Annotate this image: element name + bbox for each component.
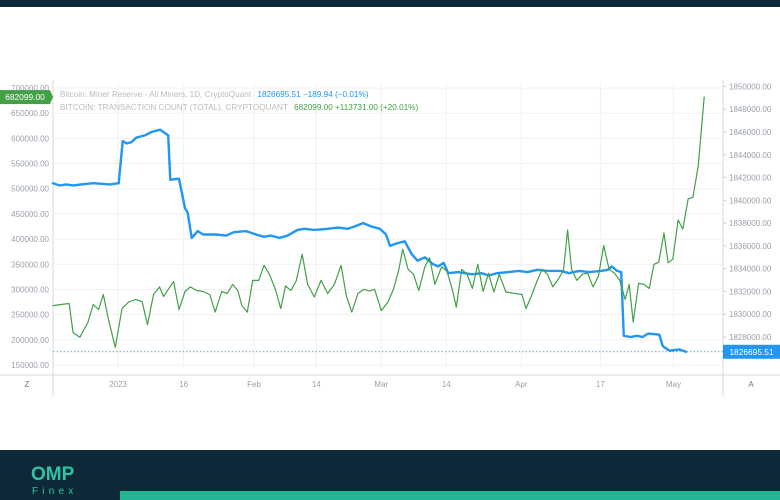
left-last-value-pointer bbox=[50, 90, 53, 105]
logo-sub-text: Finex bbox=[32, 486, 78, 497]
right-axis-tick-label: 1850000.00 bbox=[729, 82, 772, 91]
left-axis-tick-label: 350000.00 bbox=[11, 260, 49, 269]
chart-area[interactable]: 150000.00 200000.00 250000.00 300000.00 3500… bbox=[0, 80, 780, 396]
series-line-miner-reserve bbox=[51, 128, 688, 353]
x-axis-tick-label: Feb bbox=[247, 380, 261, 389]
right-axis-tick-label: 1832000.00 bbox=[729, 287, 772, 296]
right-axis-tick-label: 1846000.00 bbox=[729, 128, 772, 137]
corner-right-label: A bbox=[748, 380, 754, 389]
right-last-value-badge bbox=[723, 344, 780, 359]
legend-name-transaction-count: BITCOIN: TRANSACTION COUNT (TOTAL), CRYP… bbox=[60, 103, 288, 112]
x-axis-tick-label: Mar bbox=[374, 380, 388, 389]
left-axis-tick-label: 150000.00 bbox=[11, 361, 49, 370]
legend-row-transaction-count[interactable]: BITCOIN: TRANSACTION COUNT (TOTAL), CRYP… bbox=[60, 101, 418, 114]
x-axis-tick-label: 14 bbox=[442, 380, 451, 389]
corner-left-label: Z bbox=[25, 380, 30, 389]
left-axis-tick-label: 700000.00 bbox=[11, 84, 49, 93]
x-axis-tick-label: 14 bbox=[312, 380, 321, 389]
right-axis-tick-label: 1834000.00 bbox=[729, 265, 772, 274]
left-axis-tick-label: 450000.00 bbox=[11, 210, 49, 219]
right-axis-tick-label: 1830000.00 bbox=[729, 310, 772, 319]
left-axis-tick-label: 250000.00 bbox=[11, 311, 49, 320]
right-axis-tick-label: 1838000.00 bbox=[729, 219, 772, 228]
left-axis-tick-label: 400000.00 bbox=[11, 235, 49, 244]
legend-value-transaction-count: 682099.00 +113731.00 (+20.01%) bbox=[294, 103, 419, 112]
footer-accent-stripe bbox=[120, 491, 780, 500]
left-axis-tick-label: 500000.00 bbox=[11, 185, 49, 194]
legend: Bitcoin: Miner Reserve - All Miners, 1D,… bbox=[60, 88, 418, 114]
x-axis-tick-label: 16 bbox=[179, 380, 188, 389]
footer: OMP Finex bbox=[0, 450, 780, 500]
right-axis-tick-label: 1842000.00 bbox=[729, 174, 772, 183]
left-axis-tick-label: 550000.00 bbox=[11, 160, 49, 169]
right-axis-tick-label: 1836000.00 bbox=[729, 242, 772, 251]
right-axis-tick-label: 1840000.00 bbox=[729, 196, 772, 205]
x-axis-tick-label: 2023 bbox=[109, 380, 127, 389]
legend-value-miner-reserve: 1826695.51 −189.94 (−0.01%) bbox=[257, 90, 369, 99]
x-axis-tick-label: 17 bbox=[596, 380, 605, 389]
right-axis-tick-label: 1844000.00 bbox=[729, 151, 772, 160]
right-last-value-text: 1826695.51 bbox=[729, 347, 774, 357]
series-line-transaction-count bbox=[52, 96, 705, 348]
label-layer: 1826695.51 682099.00 bbox=[0, 90, 780, 359]
left-axis-tick-label: 650000.00 bbox=[11, 109, 49, 118]
logo-main-text: OMP bbox=[31, 464, 75, 485]
axis-layer: 150000.00 200000.00 250000.00 300000.00 3500… bbox=[0, 80, 780, 396]
logo[interactable]: OMP Finex bbox=[31, 464, 111, 498]
x-axis-tick-label: Apr bbox=[515, 380, 528, 389]
left-last-value-text: 682099.00 bbox=[5, 92, 45, 102]
top-bar bbox=[0, 0, 780, 7]
left-axis-tick-label: 600000.00 bbox=[11, 134, 49, 143]
left-axis-tick-label: 300000.00 bbox=[11, 285, 49, 294]
left-last-value-badge bbox=[0, 90, 50, 105]
right-axis-tick-label: 1848000.00 bbox=[729, 105, 772, 114]
right-axis-tick-label: 1828000.00 bbox=[729, 333, 772, 342]
chart-svg[interactable]: 150000.00 200000.00 250000.00 300000.00 3500… bbox=[0, 80, 780, 396]
left-axis-tick-label: 200000.00 bbox=[11, 336, 49, 345]
series-layer bbox=[51, 96, 705, 353]
legend-row-miner-reserve[interactable]: Bitcoin: Miner Reserve - All Miners, 1D,… bbox=[60, 88, 418, 101]
x-axis-tick-label: May bbox=[666, 380, 681, 389]
legend-name-miner-reserve: Bitcoin: Miner Reserve - All Miners, 1D,… bbox=[60, 90, 252, 99]
